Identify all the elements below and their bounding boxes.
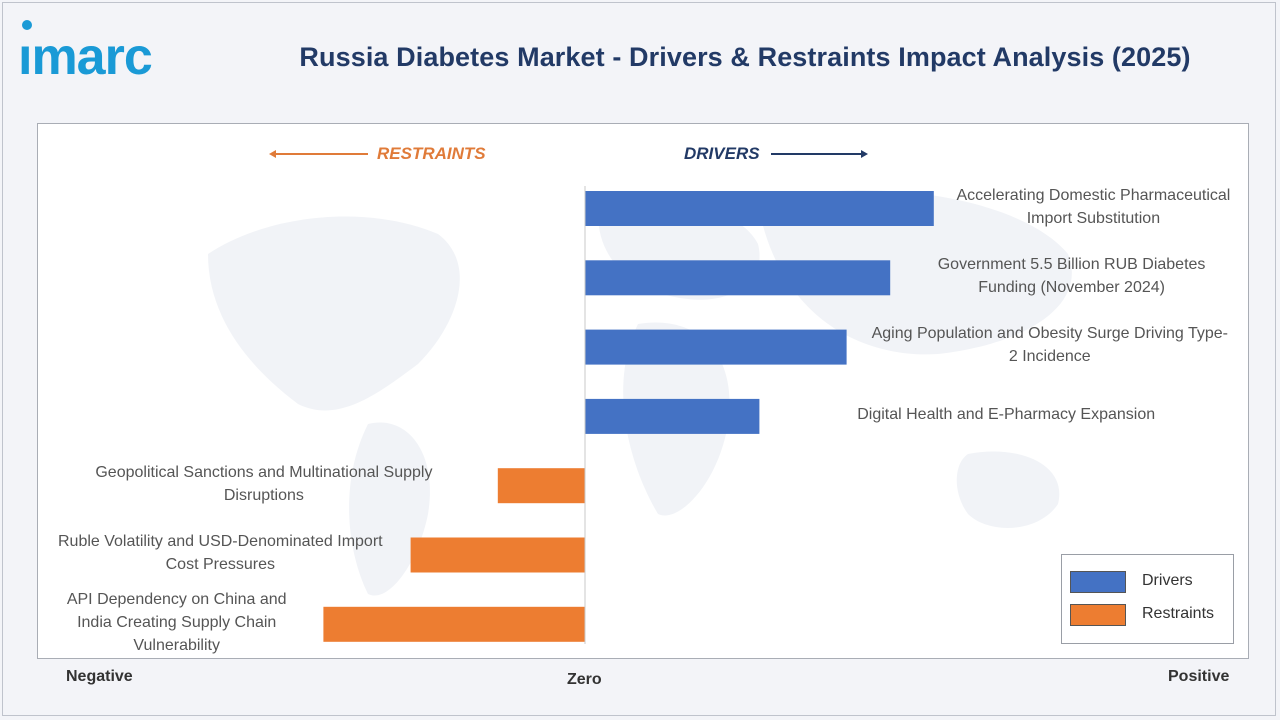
bar-label-line: Vulnerability <box>133 636 220 654</box>
plot-panel <box>37 123 1249 659</box>
driver-bar-4 <box>585 398 760 434</box>
bar-label-line: Government 5.5 Billion RUB Diabetes <box>937 255 1206 273</box>
legend-label-restraints: Restraints <box>1142 605 1215 622</box>
bar-label-5: Geopolitical Sanctions and Multinational… <box>41 461 487 507</box>
legend: Drivers Restraints <box>1061 554 1234 644</box>
restraints-header: RESTRAINTS <box>377 144 486 163</box>
axis-zero-label: Zero <box>567 671 602 688</box>
bar-label-line: 2 Incidence <box>1008 348 1091 366</box>
bar-label-line: Import Substitution <box>1026 209 1161 227</box>
bar-label-line: Ruble Volatility and USD-Denominated Imp… <box>57 533 383 550</box>
restraint-bar-5 <box>497 468 585 504</box>
chart-canvas <box>208 150 1072 644</box>
legend-item-restraints: Restraints <box>1070 604 1230 628</box>
bar-label-line: API Dependency on China and <box>66 590 287 608</box>
legend-label-drivers: Drivers <box>1142 572 1193 589</box>
imarc-logo: ımarc <box>18 20 153 86</box>
legend-swatch-drivers <box>1070 571 1126 593</box>
axis-positive-label: Positive <box>1168 668 1230 685</box>
driver-bar-2 <box>585 260 891 296</box>
bar-label-line: Funding (November 2024) <box>978 278 1165 296</box>
chart-title: Russia Diabetes Market - Drivers & Restr… <box>299 42 1191 72</box>
restraint-bar-7 <box>323 606 585 642</box>
svg-text:ımarc: ımarc <box>18 28 152 86</box>
drivers-arrowhead <box>861 150 868 158</box>
bar-label-6: Ruble Volatility and USD-Denominated Imp… <box>41 530 400 576</box>
restraints-arrowhead <box>269 150 276 158</box>
bar-label-line: Disruptions <box>223 486 304 504</box>
bar-label-line: Accelerating Domestic Pharmaceutical <box>956 186 1231 204</box>
driver-bar-3 <box>585 329 847 365</box>
driver-bar-1 <box>585 191 934 226</box>
bar-label-line: Cost Pressures <box>165 556 275 573</box>
bar-label-line: Aging Population and Obesity Surge Drivi… <box>871 325 1228 343</box>
bars-group <box>323 191 934 642</box>
legend-swatch-restraints <box>1070 604 1126 626</box>
bar-label-7: API Dependency on China and India Creatin… <box>41 588 312 657</box>
legend-item-drivers: Drivers <box>1070 571 1230 595</box>
drivers-header: DRIVERS <box>684 144 760 163</box>
axis-negative-label: Negative <box>66 668 133 685</box>
bar-label-line: Digital Health and E-Pharmacy Expansion <box>857 405 1156 423</box>
world-map-watermark <box>208 190 1072 596</box>
bar-label-line: Geopolitical Sanctions and Multinational… <box>95 463 433 481</box>
restraint-bar-6 <box>410 537 585 573</box>
bar-label-3: Aging Population and Obesity Surge Drivi… <box>854 322 1246 368</box>
bar-label-2: Government 5.5 Billion RUB Diabetes Fundi… <box>897 253 1246 299</box>
bar-label-line: India Creating Supply Chain <box>77 613 277 631</box>
bar-label-1: Accelerating Domestic Pharmaceutical Impo… <box>941 184 1246 230</box>
bar-label-4: Digital Health and E-Pharmacy Expansion <box>766 403 1246 426</box>
header-arrows <box>269 150 868 158</box>
